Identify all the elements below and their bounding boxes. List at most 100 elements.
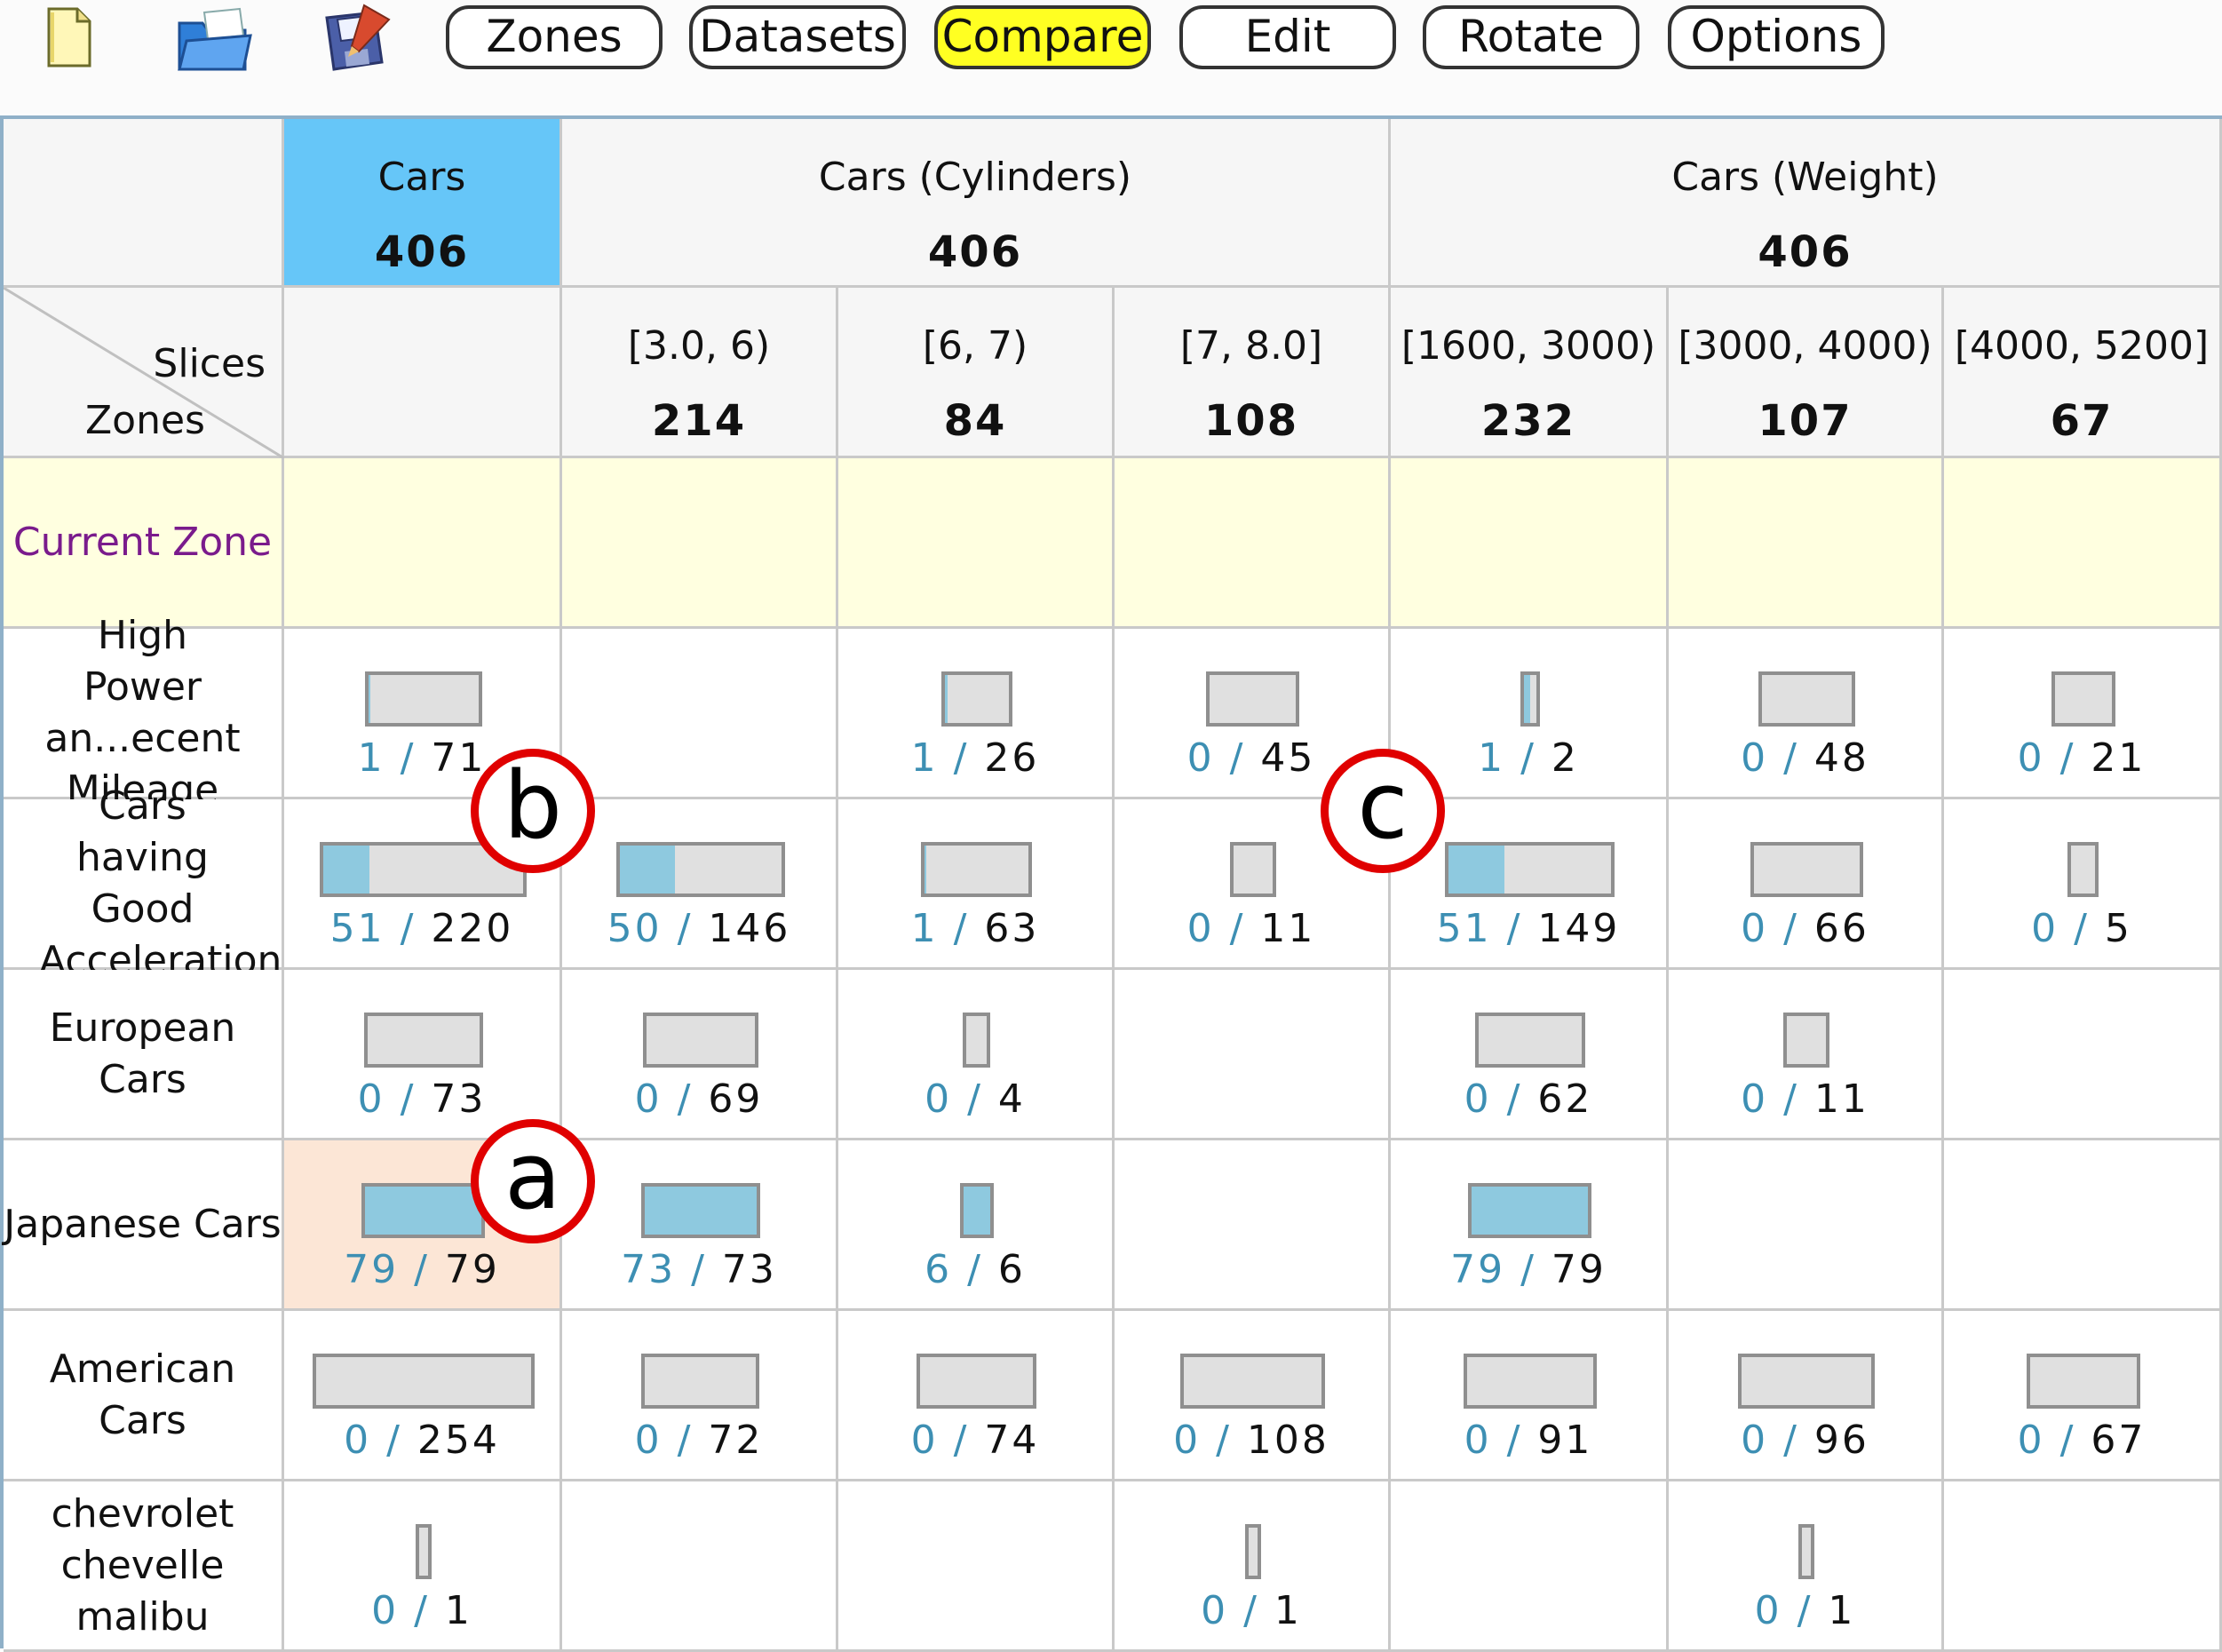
total-count: 67 [2091, 1418, 2147, 1463]
match-bar [1758, 671, 1855, 727]
count-separator: / [938, 906, 985, 951]
zone-slice-cell[interactable]: 0 / 5 [1944, 799, 2222, 970]
zone-slice-cell[interactable]: 0 / 48 [1669, 629, 1944, 799]
zone-slice-cell[interactable]: 1 / 2 [1391, 629, 1669, 799]
zone-label-cell[interactable]: chevrolet chevelle malibu [4, 1481, 284, 1652]
zone-slice-cell[interactable]: 0 / 73 [284, 970, 562, 1140]
slice-header[interactable]: [4000, 5200] 67 [1944, 288, 2222, 458]
slice-header[interactable]: [3000, 4000) 107 [1669, 288, 1944, 458]
match-count: 0 / 72 [562, 1418, 836, 1463]
zone-slice-cell[interactable]: 0 / 62 [1391, 970, 1669, 1140]
zone-slice-cell[interactable]: 0 / 1 [1669, 1481, 1944, 1652]
count-separator: / [1491, 906, 1538, 951]
new-file-icon[interactable] [22, 0, 111, 80]
zone-slice-cell[interactable]: 1 / 63 [838, 799, 1115, 970]
options-button[interactable]: Options [1668, 5, 1885, 69]
total-count: 72 [708, 1418, 764, 1463]
slice-header[interactable]: [7, 8.0] 108 [1115, 288, 1391, 458]
zone-slice-cell[interactable] [1944, 1140, 2222, 1311]
zone-label-cell[interactable]: Current Zone [4, 458, 284, 629]
slice-header[interactable]: [6, 7) 84 [838, 288, 1115, 458]
zone-slice-cell[interactable]: 50 / 146 [562, 799, 838, 970]
zone-label-cell[interactable]: High Power an...ecent Mileage [4, 613, 284, 813]
matched-count: 0 [1186, 735, 1215, 781]
dataset-header-cars-cylinders[interactable]: Cars (Cylinders) 406 [562, 119, 1391, 288]
total-count: 108 [1246, 1418, 1329, 1463]
match-count: 0 / 96 [1669, 1418, 1941, 1463]
match-bar [313, 1354, 535, 1409]
zone-slice-cell[interactable]: 0 / 66 [1669, 799, 1944, 970]
slice-header[interactable]: [3.0, 6) 214 [562, 288, 838, 458]
match-bar [921, 842, 1032, 897]
count-separator: / [662, 1076, 709, 1122]
matched-count: 1 [1478, 735, 1506, 781]
open-folder-icon[interactable] [169, 0, 258, 80]
zone-slice-cell[interactable] [562, 629, 838, 799]
dataset-header-cars[interactable]: Cars 406 [284, 119, 562, 288]
zone-label-cell[interactable]: American Cars [4, 1311, 284, 1481]
zone-slice-cell[interactable]: 0 / 72 [562, 1311, 838, 1481]
zone-label: chevrolet chevelle malibu [51, 1490, 234, 1640]
zone-slice-cell[interactable] [1944, 970, 2222, 1140]
matched-count: 0 [1741, 1076, 1769, 1122]
zone-slice-cell[interactable]: 0 / 67 [1944, 1311, 2222, 1481]
match-bar [641, 1354, 759, 1409]
count-separator: / [1768, 1418, 1814, 1463]
zone-slice-cell[interactable]: 0 / 254 [284, 1311, 562, 1481]
zone-slice-cell[interactable] [1669, 458, 1944, 629]
zones-button[interactable]: Zones [446, 5, 663, 69]
zone-slice-cell[interactable] [562, 1481, 838, 1652]
zone-slice-cell[interactable] [1391, 1481, 1669, 1652]
edit-button[interactable]: Edit [1179, 5, 1396, 69]
zone-slice-cell[interactable]: 73 / 73 [562, 1140, 838, 1311]
count-separator: / [2044, 735, 2091, 781]
zone-slice-cell[interactable] [838, 1481, 1115, 1652]
zone-slice-cell[interactable]: 1 / 26 [838, 629, 1115, 799]
total-count: 2 [1551, 735, 1579, 781]
zone-slice-cell[interactable]: 0 / 108 [1115, 1311, 1391, 1481]
zone-slice-cell[interactable] [1669, 1140, 1944, 1311]
match-bar-fill [323, 846, 370, 894]
matched-count: 51 [1436, 906, 1492, 951]
match-bar-fill [645, 1187, 757, 1235]
zone-slice-cell[interactable] [1391, 458, 1669, 629]
zone-slice-cell[interactable]: 0 / 21 [1944, 629, 2222, 799]
rotate-button[interactable]: Rotate [1423, 5, 1639, 69]
zone-slice-cell[interactable]: 0 / 74 [838, 1311, 1115, 1481]
slice-header[interactable] [284, 288, 562, 458]
zone-slice-cell[interactable] [284, 458, 562, 629]
zone-slice-cell[interactable] [838, 458, 1115, 629]
zone-slice-cell[interactable]: 51 / 220 [284, 799, 562, 970]
zone-slice-cell[interactable]: 79 / 79 [1391, 1140, 1669, 1311]
zone-slice-cell[interactable]: 0 / 91 [1391, 1311, 1669, 1481]
zone-slice-cell[interactable] [1115, 458, 1391, 629]
zones-label: Zones [85, 398, 205, 443]
compare-button[interactable]: Compare [934, 5, 1151, 69]
dataset-header-cars-weight[interactable]: Cars (Weight) 406 [1391, 119, 2222, 288]
zone-slice-cell[interactable] [1944, 458, 2222, 629]
save-disk-icon[interactable] [313, 0, 401, 80]
count-separator: / [385, 1076, 432, 1122]
callout-c: c [1321, 749, 1445, 873]
match-count: 0 / 69 [562, 1076, 836, 1122]
zone-slice-cell[interactable] [1115, 1140, 1391, 1311]
zone-slice-cell[interactable]: 0 / 1 [284, 1481, 562, 1652]
zone-slice-cell[interactable]: 0 / 69 [562, 970, 838, 1140]
zone-label-cell[interactable]: Cars having Good Acceleration [4, 783, 284, 983]
match-count: 0 / 108 [1115, 1418, 1388, 1463]
zone-slice-cell[interactable]: 0 / 4 [838, 970, 1115, 1140]
slice-header[interactable]: [1600, 3000) 232 [1391, 288, 1669, 458]
zone-slice-cell[interactable]: 6 / 6 [838, 1140, 1115, 1311]
total-count: 1 [1828, 1588, 1856, 1633]
zone-slice-cell[interactable] [562, 458, 838, 629]
zone-slice-cell[interactable] [1944, 1481, 2222, 1652]
matched-count: 0 [371, 1588, 400, 1633]
zone-slice-cell[interactable]: 0 / 11 [1669, 970, 1944, 1140]
zone-slice-cell[interactable] [1115, 970, 1391, 1140]
match-count: 0 / 91 [1391, 1418, 1666, 1463]
datasets-button[interactable]: Datasets [689, 5, 906, 69]
zone-slice-cell[interactable]: 0 / 1 [1115, 1481, 1391, 1652]
zone-label-cell[interactable]: Japanese Cars [4, 1140, 284, 1311]
zone-slice-cell[interactable]: 0 / 96 [1669, 1311, 1944, 1481]
zone-label-cell[interactable]: European Cars [4, 970, 284, 1140]
